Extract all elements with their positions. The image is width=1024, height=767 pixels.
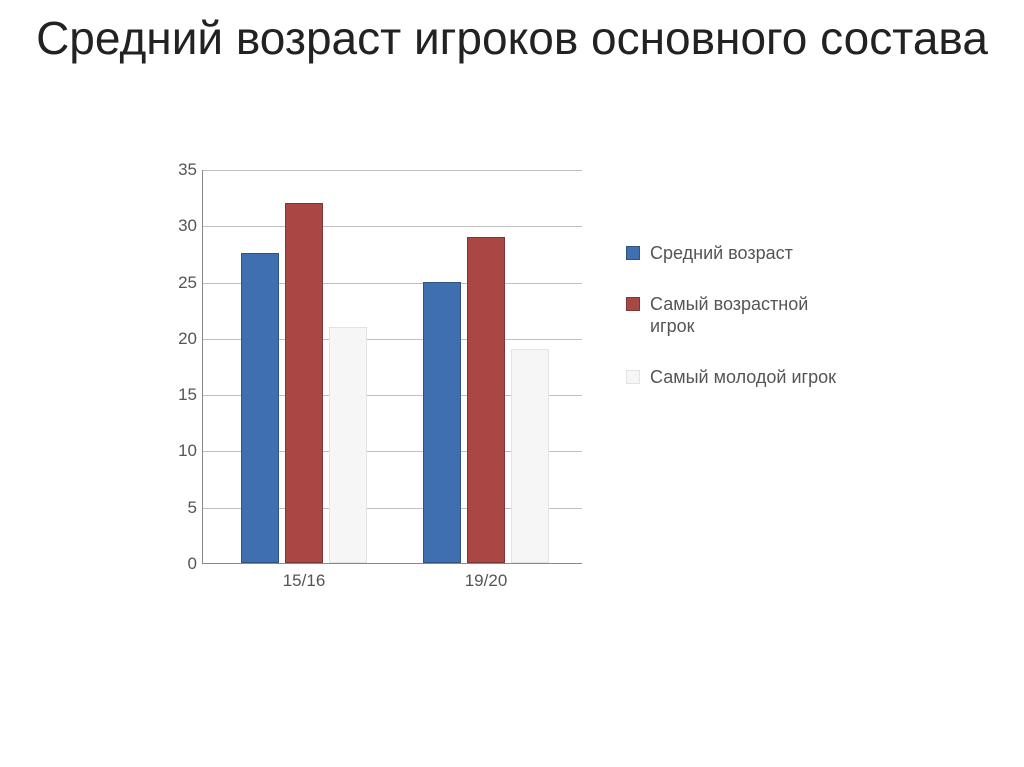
- plot: 0 5 10 15 20 25 30 35 15/16 19/20: [150, 160, 590, 600]
- legend-item: Средний возраст: [626, 242, 856, 265]
- y-axis-label: 30: [163, 216, 197, 236]
- y-axis-label: 20: [163, 329, 197, 349]
- bar: [285, 203, 323, 563]
- bar-group: 15/16: [241, 203, 367, 563]
- legend-label: Самый возрастной игрок: [650, 293, 856, 338]
- grid-line: [203, 170, 582, 171]
- chart: 0 5 10 15 20 25 30 35 15/16 19/20 Средний возраст…: [150, 160, 890, 660]
- bar: [423, 282, 461, 563]
- y-axis-label: 25: [163, 273, 197, 293]
- legend: Средний возраст Самый возрастной игрок Сам…: [626, 242, 856, 660]
- legend-item: Самый возрастной игрок: [626, 293, 856, 338]
- legend-swatch: [626, 370, 640, 384]
- y-axis-label: 10: [163, 441, 197, 461]
- legend-swatch: [626, 246, 640, 260]
- y-axis-label: 0: [163, 554, 197, 574]
- y-axis-label: 35: [163, 160, 197, 180]
- legend-swatch: [626, 297, 640, 311]
- legend-item: Самый молодой игрок: [626, 366, 856, 389]
- slide-title: Средний возраст игроков основного состав…: [0, 0, 1024, 65]
- plot-area: 0510152025303515/1619/20: [202, 170, 582, 564]
- bar-group: 19/20: [423, 237, 549, 563]
- legend-label: Средний возраст: [650, 242, 793, 265]
- bar: [467, 237, 505, 563]
- y-axis-label: 15: [163, 385, 197, 405]
- legend-label: Самый молодой игрок: [650, 366, 836, 389]
- slide: Средний возраст игроков основного состав…: [0, 0, 1024, 767]
- bar: [241, 253, 279, 563]
- bar: [511, 349, 549, 563]
- bar: [329, 327, 367, 563]
- x-axis-label: 15/16: [283, 571, 326, 591]
- x-axis-label: 19/20: [465, 571, 508, 591]
- y-axis-label: 5: [163, 498, 197, 518]
